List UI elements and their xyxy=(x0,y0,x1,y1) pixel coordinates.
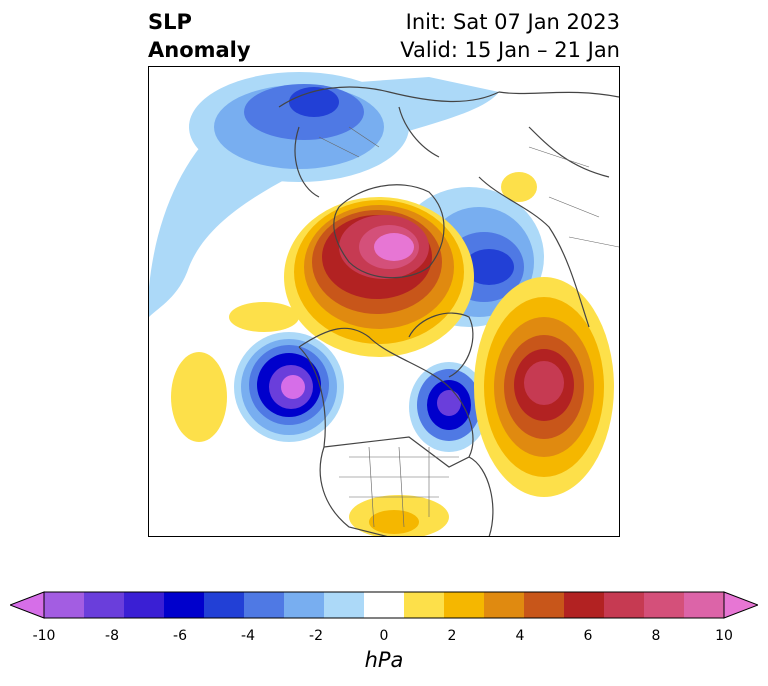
slp-anomaly-map xyxy=(149,72,619,536)
colorbar-segment xyxy=(684,592,725,618)
map-panel xyxy=(148,66,620,537)
colorbar-tick-label: 2 xyxy=(447,628,457,644)
colorbar-tick-label: 0 xyxy=(379,628,389,644)
colorbar-segment xyxy=(124,592,165,618)
valid-range: Valid: 15 Jan – 21 Jan xyxy=(400,38,620,62)
colorbar-tick-label: -8 xyxy=(105,628,119,644)
init-date: Init: Sat 07 Jan 2023 xyxy=(405,10,620,34)
title-line-1: SLP xyxy=(148,10,192,34)
colorbar-unit-label: hPa xyxy=(364,648,404,672)
title-line-2: Anomaly xyxy=(148,38,251,62)
colorbar-segment xyxy=(324,592,365,618)
colorbar-tick-label: -10 xyxy=(32,628,56,644)
colorbar-tick-label: 8 xyxy=(651,628,661,644)
colorbar-segment xyxy=(84,592,125,618)
colorbar-segment xyxy=(524,592,565,618)
colorbar-segment xyxy=(364,592,405,618)
date-info: Init: Sat 07 Jan 2023 Valid: 15 Jan – 21… xyxy=(400,8,620,64)
colorbar-frame xyxy=(43,591,725,619)
colorbar-segment xyxy=(564,592,605,618)
colorbar-extend-max xyxy=(723,591,758,619)
colorbar-tick-label: -2 xyxy=(309,628,323,644)
colorbar-segment xyxy=(164,592,205,618)
colorbar-segment xyxy=(644,592,685,618)
colorbar-tick-label: 4 xyxy=(515,628,525,644)
colorbar-segment xyxy=(44,592,85,618)
colorbar-segment xyxy=(204,592,245,618)
colorbar-segment xyxy=(404,592,445,618)
colorbar-tick-label: 10 xyxy=(715,628,733,644)
map-title: SLP Anomaly xyxy=(148,8,251,64)
colorbar-tick-label: 6 xyxy=(583,628,593,644)
colorbar-extend-min xyxy=(10,591,45,619)
colorbar xyxy=(10,591,758,619)
colorbar-segment xyxy=(284,592,325,618)
colorbar-segment xyxy=(444,592,485,618)
colorbar-segment xyxy=(484,592,525,618)
colorbar-segment xyxy=(604,592,645,618)
colorbar-segment xyxy=(244,592,285,618)
colorbar-tick-label: -4 xyxy=(241,628,255,644)
colorbar-tick-label: -6 xyxy=(173,628,187,644)
